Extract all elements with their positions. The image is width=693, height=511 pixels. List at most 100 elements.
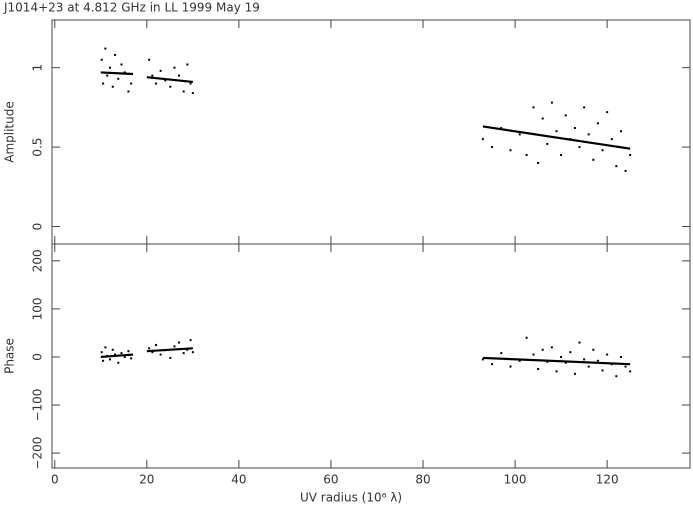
data-point	[601, 149, 604, 152]
y-tick-label: 100	[31, 297, 45, 320]
data-point	[148, 347, 151, 350]
data-point	[550, 101, 553, 104]
x-tick-label: 0	[51, 473, 59, 487]
model-line	[100, 71, 631, 150]
data-point	[127, 350, 130, 353]
y-tick-label: 0	[31, 223, 45, 231]
data-point	[189, 339, 192, 342]
data-point	[117, 77, 120, 80]
data-point	[578, 341, 581, 344]
data-point	[601, 369, 604, 372]
data-point	[114, 353, 117, 356]
data-point	[518, 359, 521, 362]
data-point	[114, 53, 117, 56]
data-point	[159, 353, 162, 356]
data-point	[491, 146, 494, 149]
data-point	[111, 348, 114, 351]
data-point	[173, 345, 176, 348]
data-point	[573, 127, 576, 130]
y-tick-label: −100	[31, 389, 45, 422]
data-point	[148, 58, 151, 61]
data-point	[155, 343, 158, 346]
data-point	[537, 367, 540, 370]
y-tick-label: −200	[31, 437, 45, 470]
plot-frame	[51, 19, 691, 245]
x-tick-label: 20	[139, 473, 154, 487]
data-point	[130, 357, 133, 360]
data-point	[109, 66, 111, 69]
data-point	[546, 360, 549, 363]
data-point	[109, 358, 111, 361]
data-point	[583, 106, 586, 109]
data-point	[578, 146, 581, 149]
data-point	[587, 365, 590, 368]
data-point	[624, 169, 627, 172]
data-point	[100, 58, 103, 61]
data-point	[173, 66, 176, 69]
y-tick-label: 0.5	[31, 138, 45, 157]
data-point	[509, 365, 512, 368]
data-point	[127, 90, 130, 93]
data-point	[610, 138, 613, 141]
data-point	[583, 358, 586, 361]
data-point	[606, 111, 609, 114]
x-tick-label: 80	[415, 473, 430, 487]
data-point	[191, 92, 194, 95]
data-point	[569, 351, 572, 354]
data-point	[178, 341, 181, 344]
data-point	[120, 63, 123, 66]
data-point	[100, 351, 103, 354]
x-tick-label: 120	[596, 473, 619, 487]
data-point	[619, 355, 622, 358]
data-point	[169, 85, 172, 88]
data-point	[159, 69, 162, 72]
data-point	[555, 130, 558, 133]
x-tick-label: 100	[504, 473, 527, 487]
data-point	[624, 365, 627, 368]
data-point	[596, 122, 599, 125]
x-tick-label: 40	[231, 473, 246, 487]
data-point	[155, 82, 158, 85]
data-point	[111, 85, 114, 88]
y-axis-label: Phase	[3, 338, 17, 374]
x-axis-label: UV radius (10⁶ λ)	[300, 491, 402, 505]
data-point	[191, 351, 194, 354]
data-point	[491, 363, 494, 366]
data-point	[615, 165, 618, 168]
data-point	[151, 351, 154, 354]
data-point	[525, 154, 528, 157]
data-point	[130, 82, 133, 85]
data-point	[481, 358, 484, 361]
data-point	[560, 154, 563, 157]
data-point	[178, 74, 181, 77]
data-point	[164, 79, 167, 82]
data-point	[102, 82, 105, 85]
data-point	[123, 355, 126, 358]
data-point	[619, 130, 622, 133]
data-point	[532, 106, 535, 109]
y-tick-label: 200	[31, 249, 45, 272]
data-point	[518, 133, 521, 136]
data-point	[555, 370, 558, 373]
data-point	[120, 352, 123, 355]
model-line	[100, 347, 631, 366]
data-point	[615, 375, 618, 378]
data-point	[596, 359, 599, 362]
data-point	[532, 353, 535, 356]
data-point	[629, 370, 632, 373]
data-point	[573, 372, 576, 375]
data-point	[550, 346, 553, 349]
y-tick-label: 1	[31, 64, 45, 72]
data-point	[481, 138, 484, 141]
data-point	[525, 336, 528, 339]
data-point	[537, 161, 540, 164]
data-point	[587, 133, 590, 136]
y-axis-label: Amplitude	[3, 101, 17, 163]
data-point	[500, 352, 503, 355]
data-point	[564, 114, 567, 117]
plot-frame	[51, 243, 691, 469]
data-point	[541, 117, 544, 120]
data-point	[629, 154, 632, 157]
data-point	[592, 348, 595, 351]
